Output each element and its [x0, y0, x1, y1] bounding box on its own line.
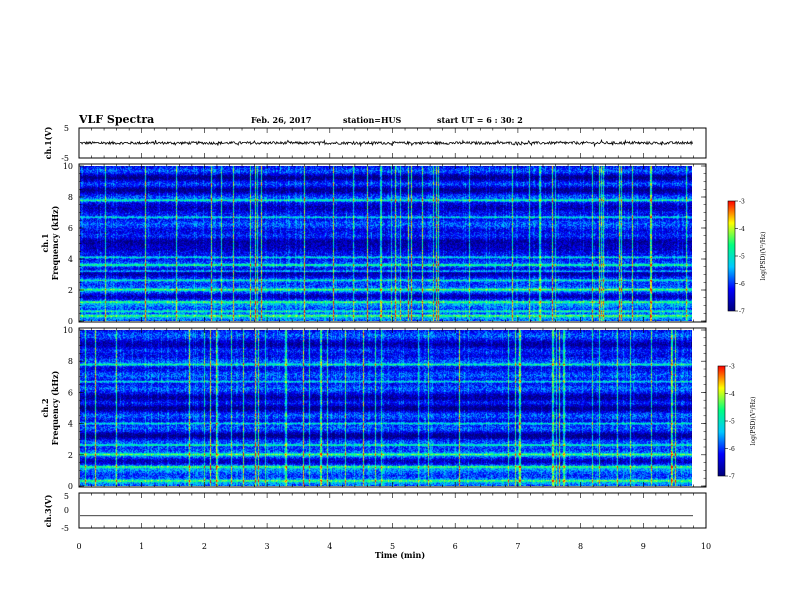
time-tick-label: 9: [641, 542, 646, 551]
ch3-ylabel: ch.3(V): [43, 494, 53, 527]
time-tick-label: 6: [453, 542, 458, 551]
ch2-colorbar-gradient: [717, 365, 726, 477]
ch1-channel-label: ch.1: [40, 233, 50, 252]
ch1-spectrogram-panel: ch.1 Frequency (kHz) 0 2 4 6 8 10: [40, 162, 707, 326]
time-tick-label: 3: [265, 542, 270, 551]
ch3-ytick-bottom: -5: [61, 524, 69, 533]
colorbar-tick-label: -7: [739, 309, 745, 316]
colorbar-tick-label: -5: [729, 419, 735, 426]
time-tick-label: 2: [202, 542, 207, 551]
frequency-tick-label: 8: [68, 193, 73, 202]
ch2-frequency-label: Frequency (kHz): [50, 370, 60, 445]
ch2-spectrogram-panel: ch.2 Frequency (kHz) 0 2 4 6 8 10: [40, 326, 707, 491]
start-ut-label: start UT = 6 : 30: 2: [437, 115, 523, 125]
time-axis-ticks: [78, 128, 707, 528]
time-tick-label: 0: [76, 542, 81, 551]
time-tick-label: 8: [578, 542, 583, 551]
frequency-tick-label: 10: [63, 326, 73, 335]
colorbar-tick-label: -4: [729, 391, 735, 398]
figure-title: VLF Spectra: [78, 113, 154, 126]
station-label: station=HUS: [343, 115, 402, 125]
frequency-tick-label: 4: [68, 255, 73, 264]
time-tick-label: 7: [515, 542, 520, 551]
frequency-tick-label: 8: [68, 357, 73, 366]
ch2-colorbar: -3 -4 -5 -6 -7 log(PSD)(V²/Hz): [717, 364, 757, 481]
time-axis-label: Time (min): [375, 550, 425, 560]
frequency-tick-label: 2: [68, 451, 73, 460]
ch1-spectrogram-yticks: 0 2 4 6 8 10: [63, 162, 706, 326]
frequency-tick-label: 4: [68, 420, 73, 429]
ch3-ytick-top: 5: [64, 492, 69, 501]
ch2-colorbar-label: log(PSD)(V²/Hz): [750, 397, 757, 446]
frequency-tick-label: 6: [68, 224, 73, 233]
colorbar-tick-label: -3: [739, 199, 745, 206]
ch2-spectrogram-yticks: 0 2 4 6 8 10: [63, 326, 706, 491]
ch3-ytick-middle: 0: [64, 506, 69, 515]
colorbar-tick-label: -3: [729, 364, 735, 371]
ch3-waveform-frame: [78, 492, 707, 529]
colorbar-tick-label: -5: [739, 254, 745, 261]
ch1-waveform-panel: ch.1(V) 5 -5: [43, 124, 707, 163]
ch1-frequency-label: Frequency (kHz): [50, 205, 60, 280]
ch1-spectrogram-image: [80, 166, 692, 321]
colorbar-tick-label: -6: [739, 281, 745, 288]
colorbar-tick-label: -4: [739, 226, 745, 233]
frequency-tick-label: 2: [68, 286, 73, 295]
frequency-tick-label: 10: [63, 162, 73, 171]
colorbar-tick-label: -6: [729, 446, 735, 453]
ch1-colorbar: -3 -4 -5 -6 -7 log(PSD)(V²/Hz): [727, 199, 767, 316]
ch1-colorbar-gradient: [727, 200, 736, 312]
ch2-colorbar-ticks: -3 -4 -5 -6 -7: [725, 364, 735, 481]
time-tick-label: 4: [327, 542, 332, 551]
date-label: Feb. 26, 2017: [251, 115, 311, 125]
ch1-colorbar-label: log(PSD)(V²/Hz): [760, 232, 767, 281]
ch1-ylabel: ch.1(V): [43, 126, 53, 159]
ch1-waveform-trace: [79, 138, 693, 148]
time-tick-label: 5: [390, 542, 395, 551]
ch1-ytick-bottom: -5: [61, 154, 69, 163]
ch2-channel-label: ch.2: [40, 398, 50, 417]
time-axis-tick-labels: 0 1 2 3 4 5 6 7 8 9 10: [76, 542, 711, 551]
time-tick-label: 1: [139, 542, 144, 551]
time-tick-label: 10: [701, 542, 711, 551]
frequency-tick-label: 0: [68, 317, 73, 326]
frequency-tick-label: 6: [68, 388, 73, 397]
ch3-waveform-panel: ch.3(V) 5 0 -5: [43, 492, 707, 533]
ch1-colorbar-ticks: -3 -4 -5 -6 -7: [735, 199, 745, 316]
colorbar-tick-label: -7: [729, 474, 735, 481]
frequency-tick-label: 0: [68, 482, 73, 491]
ch2-spectrogram-image: [80, 330, 692, 486]
ch1-ytick-top: 5: [64, 124, 69, 133]
